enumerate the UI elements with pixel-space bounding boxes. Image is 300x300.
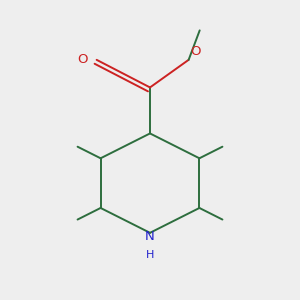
Text: H: H xyxy=(146,250,154,260)
Text: O: O xyxy=(190,45,201,58)
Text: O: O xyxy=(77,53,87,66)
Text: N: N xyxy=(145,230,155,243)
